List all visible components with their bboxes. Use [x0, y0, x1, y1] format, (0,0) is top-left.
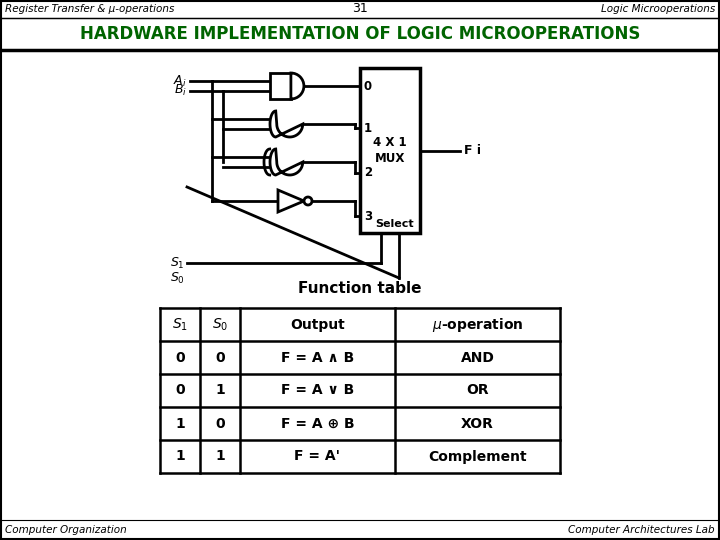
Polygon shape: [270, 149, 302, 175]
Text: 1: 1: [215, 383, 225, 397]
Bar: [1, 50, 719, 520]
Text: $S_1$: $S_1$: [172, 316, 188, 333]
Text: Select: Select: [376, 219, 414, 229]
Polygon shape: [270, 73, 291, 99]
Text: 4 X 1: 4 X 1: [373, 136, 407, 149]
Text: MUX: MUX: [375, 152, 405, 165]
Text: $S_0$: $S_0$: [170, 271, 185, 286]
Text: $A_i$: $A_i$: [174, 74, 187, 89]
Text: F = A ∧ B: F = A ∧ B: [281, 350, 354, 365]
Text: $B_i$: $B_i$: [174, 83, 187, 98]
Text: $\mu$-operation: $\mu$-operation: [432, 315, 523, 334]
Text: HARDWARE IMPLEMENTATION OF LOGIC MICROOPERATIONS: HARDWARE IMPLEMENTATION OF LOGIC MICROOP…: [80, 25, 640, 43]
Text: Computer Organization: Computer Organization: [5, 525, 127, 535]
Text: 2: 2: [364, 166, 372, 179]
Wedge shape: [291, 73, 304, 99]
Text: Logic Microoperations: Logic Microoperations: [600, 4, 715, 14]
Text: F = A ∨ B: F = A ∨ B: [281, 383, 354, 397]
Text: 0: 0: [175, 350, 185, 365]
Text: Output: Output: [290, 318, 345, 332]
Text: 0: 0: [215, 350, 225, 365]
Text: Complement: Complement: [428, 449, 527, 463]
Text: 1: 1: [175, 416, 185, 430]
Text: $S_0$: $S_0$: [212, 316, 228, 333]
Text: Function table: Function table: [298, 281, 422, 296]
Text: AND: AND: [461, 350, 495, 365]
Text: F = A': F = A': [294, 449, 341, 463]
Text: 0: 0: [215, 416, 225, 430]
Text: $S_1$: $S_1$: [171, 255, 185, 271]
Text: 31: 31: [352, 3, 368, 16]
Text: F = A ⊕ B: F = A ⊕ B: [281, 416, 354, 430]
Text: 1: 1: [215, 449, 225, 463]
Circle shape: [304, 197, 312, 205]
Text: 0: 0: [175, 383, 185, 397]
Text: Computer Architectures Lab: Computer Architectures Lab: [568, 525, 715, 535]
Text: 1: 1: [364, 122, 372, 134]
Text: Register Transfer & μ-operations: Register Transfer & μ-operations: [5, 4, 174, 14]
Polygon shape: [270, 111, 302, 137]
Bar: [360, 68, 420, 233]
Text: 3: 3: [364, 210, 372, 222]
Text: F i: F i: [464, 144, 481, 157]
Polygon shape: [278, 190, 304, 212]
Text: OR: OR: [466, 383, 489, 397]
Text: XOR: XOR: [461, 416, 494, 430]
Text: 0: 0: [364, 79, 372, 92]
Text: 1: 1: [175, 449, 185, 463]
